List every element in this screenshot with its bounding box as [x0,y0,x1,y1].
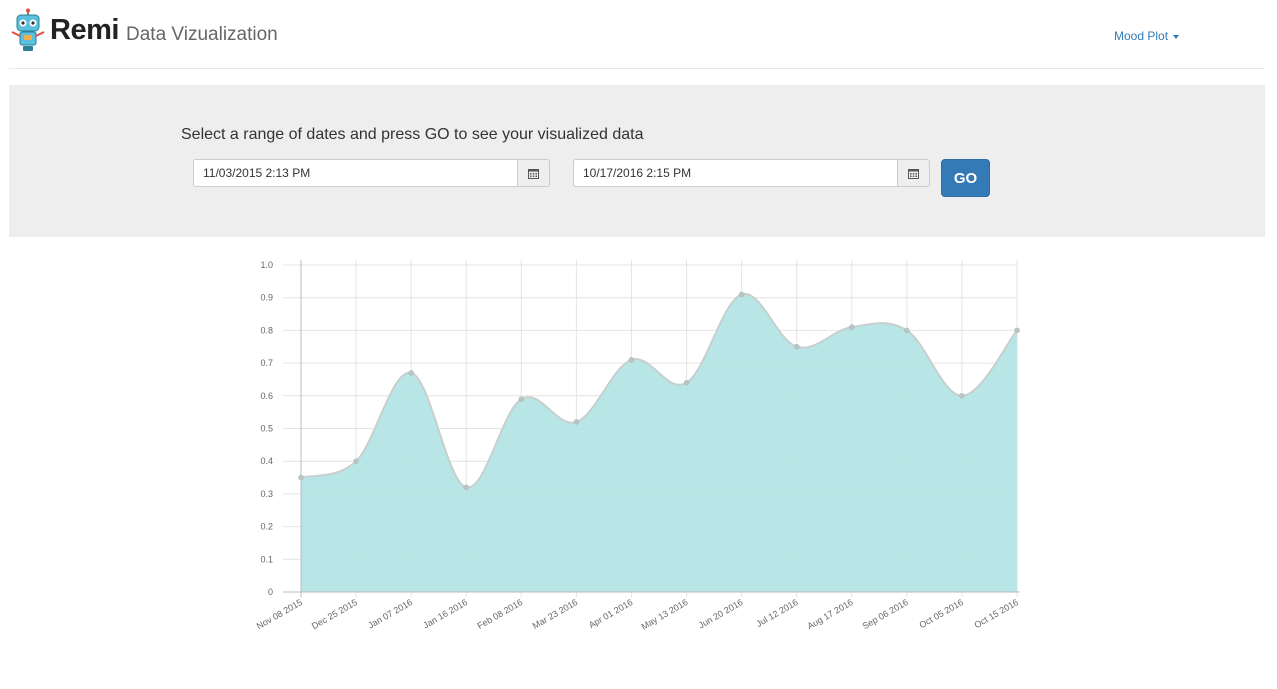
mood-plot-dropdown[interactable]: Mood Plot [1114,29,1180,43]
data-point [904,327,910,334]
y-tick-label: 0 [268,587,273,597]
navbar: Remi Data Vizualization Mood Plot [9,0,1265,69]
x-tick-label: Mar 23 2016 [531,597,580,631]
end-date-input[interactable] [573,159,898,187]
x-tick-label: Jun 20 2016 [697,597,745,630]
data-point [959,393,965,399]
x-tick-label: Oct 15 2016 [973,597,1020,630]
x-tick-label: Jul 12 2016 [754,597,799,629]
x-tick-label: May 13 2016 [639,597,689,632]
mood-series-line [300,293,1018,489]
brand-subtitle: Data Vizualization [126,24,278,45]
x-tick-label: Nov 08 2015 [255,597,304,631]
x-tick-label: Apr 01 2016 [587,597,634,630]
end-calendar-button[interactable] [898,159,930,187]
y-tick-label: 1.0 [260,260,273,270]
y-tick-label: 0.9 [260,293,273,303]
x-tick-label: Jan 07 2016 [366,597,414,630]
data-point [298,474,304,481]
caret-down-icon [1173,34,1180,39]
x-tick-label: Feb 08 2016 [476,597,525,631]
x-tick-label: Sep 06 2016 [861,597,910,631]
mood-area-fill [301,293,1017,592]
data-point [408,370,414,376]
brand-title[interactable]: Remi [50,14,119,46]
x-tick-label: Aug 17 2016 [806,597,855,631]
data-point [573,419,580,425]
start-date-group [193,159,550,187]
date-range-panel: Select a range of dates and press GO to … [9,85,1265,237]
x-tick-label: Oct 05 2016 [917,597,964,630]
data-point [683,379,690,386]
y-tick-label: 0.2 [260,522,273,532]
y-tick-label: 0.6 [260,391,273,401]
y-tick-label: 0.4 [260,456,273,466]
start-calendar-button[interactable] [518,159,550,187]
y-tick-label: 0.1 [260,554,273,564]
start-date-input[interactable] [193,159,518,187]
data-point [353,458,359,464]
data-point [518,396,525,402]
data-point [628,357,635,363]
go-button[interactable]: GO [941,159,990,197]
calendar-icon [908,168,919,179]
date-range-prompt: Select a range of dates and press GO to … [181,126,644,143]
robot-logo-icon [11,8,45,51]
x-tick-label: Jan 16 2016 [421,597,469,630]
y-tick-label: 0.3 [260,489,273,499]
data-point [793,344,800,350]
end-date-group [573,159,930,187]
y-tick-label: 0.8 [260,325,273,335]
data-point [1014,327,1020,334]
x-tick-label: Dec 25 2015 [310,597,359,631]
data-point [463,484,469,491]
y-tick-label: 0.5 [260,424,273,434]
y-tick-label: 0.7 [260,358,273,368]
data-point [849,324,855,330]
data-point [738,291,745,298]
mood-plot-label: Mood Plot [1114,29,1169,43]
calendar-icon [528,168,539,179]
